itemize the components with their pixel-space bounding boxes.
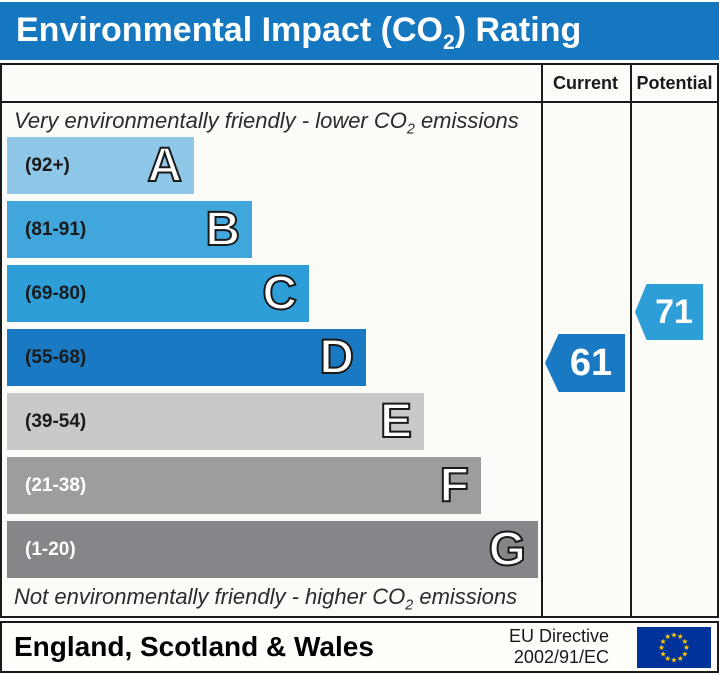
svg-text:★: ★ [683,643,690,652]
band-row-e: (39-54) E [7,393,424,450]
eu-flag-icon: ★ ★ ★ ★ ★ ★ ★ ★ ★ ★ ★ ★ [637,627,711,668]
band-letter: G [488,522,527,577]
page-title: Environmental Impact (CO2) Rating [0,2,719,60]
page-title-text-end: ) Rating [454,11,582,49]
svg-text:★: ★ [658,643,665,652]
band-range-label: (1-20) [25,538,76,560]
caption-top: Very environmentally friendly - lower CO… [14,108,519,138]
column-divider-potential [630,65,632,616]
svg-text:★: ★ [681,637,688,646]
band-range-label: (55-68) [25,346,87,368]
column-header-potential: Potential [636,73,713,93]
footer-region-label: England, Scotland & Wales [14,631,374,662]
band-letter: C [261,266,298,321]
current-rating-value: 61 [569,341,613,384]
eu-flag-stars: ★ ★ ★ ★ ★ ★ ★ ★ ★ ★ ★ ★ [658,631,690,665]
footer: England, Scotland & Wales EU Directive 2… [0,621,719,673]
current-rating-arrow: 61 [545,334,625,392]
eu-flag-field [637,627,711,668]
svg-text:★: ★ [671,656,678,665]
band-row-b: (81-91) B [7,201,252,258]
column-divider-current [541,65,543,616]
band-range-label: (69-80) [25,282,87,304]
svg-text:★: ★ [677,654,684,663]
svg-text:★: ★ [681,649,688,658]
band-range-label: (21-38) [25,474,87,496]
band-letter: B [204,202,241,257]
caption-bottom: Not environmentally friendly - higher CO… [14,584,518,614]
band-row-f: (21-38) F [7,457,481,514]
band-row-c: (69-80) C [7,265,309,322]
band-row-d: (55-68) D [7,329,366,386]
band-row-a: (92+) A [7,137,194,194]
svg-text:★: ★ [677,632,684,641]
band-range-label: (92+) [25,154,70,176]
svg-text:★: ★ [671,631,678,640]
band-row-g: (1-20) G [7,521,538,578]
band-letter: A [146,138,183,193]
band-letter: D [318,330,355,385]
rating-bands: (92+) A (81-91) B (69-80) C (55-68) D (3… [7,137,541,585]
svg-text:★: ★ [660,649,667,658]
svg-text:★: ★ [660,637,667,646]
eu-directive-label: EU Directive 2002/91/EC [508,626,609,667]
band-letter: E [379,394,413,449]
svg-text:★: ★ [664,632,671,641]
page-title-subscript: 2 [442,30,455,54]
header-row-divider [2,101,717,103]
potential-rating-value: 71 [655,292,693,331]
svg-text:★: ★ [664,654,671,663]
band-range-label: (39-54) [25,410,87,432]
band-letter: F [439,458,470,513]
band-range-label: (81-91) [25,218,87,240]
page-title-text: Environmental Impact (CO [16,11,443,49]
column-header-current: Current [552,73,618,93]
potential-rating-arrow: 71 [635,284,703,340]
